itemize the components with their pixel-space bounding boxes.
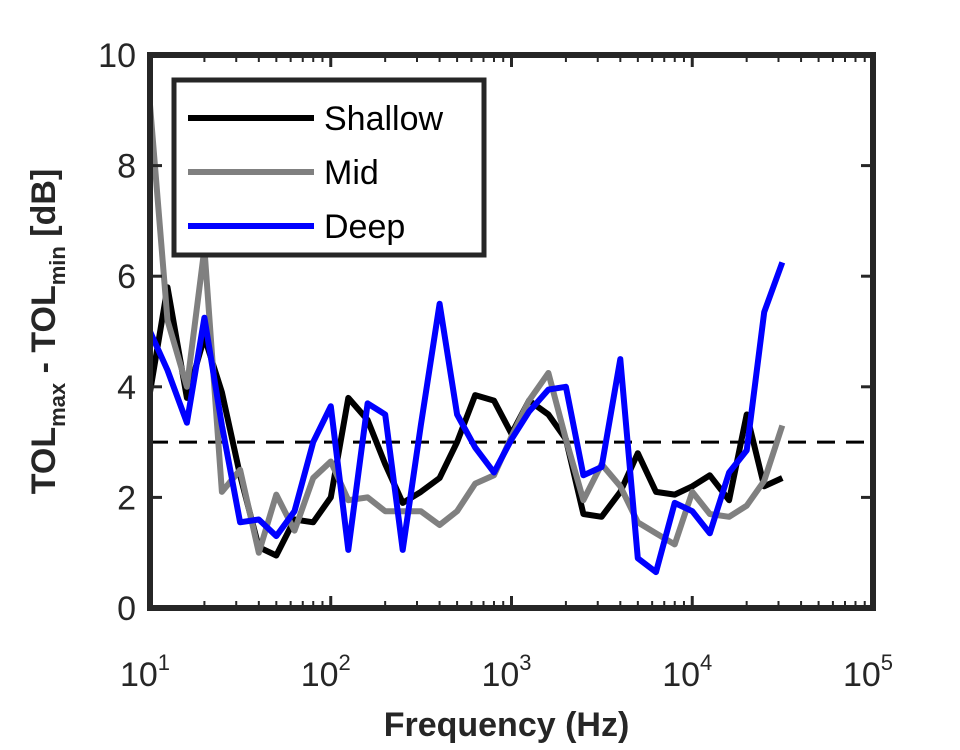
y-axis-label: TOLmax - TOLmin [dB] [25,169,70,495]
x-axis-label: Frequency (Hz) [384,706,630,744]
y-label-sub-1: max [45,382,70,427]
legend-label-mid: Mid [324,154,379,192]
y-tick-label: 4 [117,369,136,407]
y-tick-label: 2 [117,479,136,517]
series-layer [147,104,786,576]
x-tick-label: 104 [662,650,712,694]
y-label-part-1: TOL [25,427,63,494]
y-label-part-3: [dB] [25,169,63,246]
x-tick-label: 105 [843,650,893,694]
x-tick-label: 103 [481,650,531,694]
legend-label-deep: Deep [324,208,405,246]
y-tick-label: 8 [117,148,136,186]
y-tick-label: 6 [117,258,136,296]
y-label-part-2: - TOL [25,285,63,383]
y-tick-label: 10 [98,37,136,75]
x-tick-label: 101 [120,650,170,694]
legend-items: Shallow Mid Deep [188,100,444,246]
x-tick-label: 102 [301,650,351,694]
legend-label-shallow: Shallow [324,100,444,138]
legend: Shallow Mid Deep [171,77,487,258]
series-line-deep [147,261,786,576]
ticks-layer: 101 102 103 104 105 0 2 4 6 8 10 [98,37,893,694]
series-line-mid [147,104,786,556]
y-label-sub-2: min [45,246,70,285]
y-tick-label: 0 [117,590,136,628]
